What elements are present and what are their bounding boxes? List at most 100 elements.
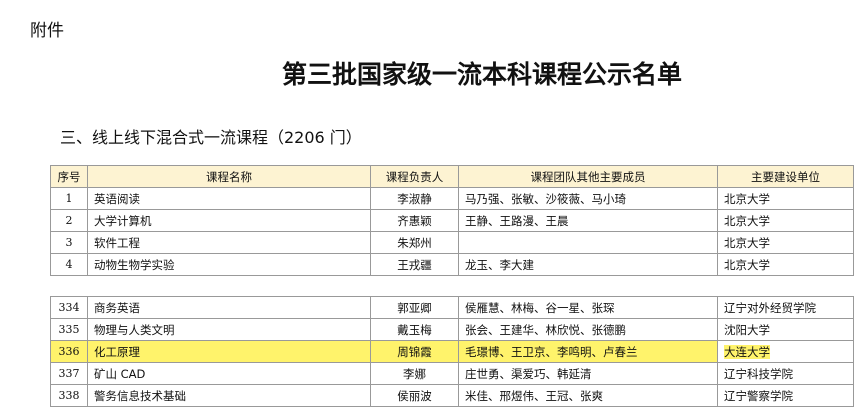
cell-no: 334 [50,296,88,319]
cell-text: 软件工程 [94,235,140,250]
cell-text: 庄世勇、渠爱巧、韩延清 [465,366,592,381]
cell-text: 北京大学 [724,235,770,250]
cell-text: 338 [58,389,80,402]
cell-text: 英语阅读 [94,191,140,206]
section-heading: 三、线上线下混合式一流课程（2206 门） [60,128,362,147]
header-lead: 课程负责人 [370,165,459,188]
cell-text: 沈阳大学 [724,322,770,337]
table-row: 3 软件工程 朱郑州 北京大学 [50,231,854,254]
cell-members [458,231,718,254]
cell-course: 物理与人类文明 [87,318,371,341]
cell-text: 2 [65,214,73,227]
table-row: 2 大学计算机 齐惠颖 王静、王路漫、王晨 北京大学 [50,209,854,232]
cell-text: 张会、王建华、林欣悦、张德鹏 [465,322,626,337]
cell-lead: 李淑静 [370,187,459,210]
table-row: 4 动物生物学实验 王戎疆 龙玉、李大建 北京大学 [50,253,854,276]
cell-text: 侯丽波 [397,388,432,403]
cell-unit: 大连大学 [717,340,854,363]
cell-text: 335 [58,323,80,336]
course-table-bottom: 334 商务英语 郭亚卿 侯雁慧、林梅、谷一星、张琛 辽宁对外经贸学院 335 物理与人类文… [50,296,854,407]
cell-lead: 周锦霞 [370,340,459,363]
cell-unit: 辽宁警察学院 [717,384,854,407]
cell-text: 李淑静 [397,191,432,206]
cell-no: 2 [50,209,88,232]
table-row: 336 化工原理 周锦霞 毛璟博、王卫京、李鸣明、卢春兰 大连大学 [50,340,854,363]
cell-lead: 李娜 [370,362,459,385]
cell-text: 北京大学 [724,257,770,272]
cell-unit: 北京大学 [717,187,854,210]
cell-text: 辽宁警察学院 [724,388,793,403]
cell-text: 物理与人类文明 [94,322,175,337]
course-table-top: 序号 课程名称 课程负责人 课程团队其他主要成员 主要建设单位 1 英语阅读 李淑静… [50,165,854,276]
table-header: 序号 课程名称 课程负责人 课程团队其他主要成员 主要建设单位 [50,165,854,188]
cell-text: 齐惠颖 [397,213,432,228]
cell-members: 马乃强、张敏、沙筱薇、马小琦 [458,187,718,210]
cell-text: 李娜 [403,366,426,381]
cell-text: 米佳、邢煜伟、王冠、张爽 [465,388,603,403]
cell-text: 龙玉、李大建 [465,257,534,272]
cell-members: 龙玉、李大建 [458,253,718,276]
header-no: 序号 [50,165,88,188]
cell-lead: 朱郑州 [370,231,459,254]
cell-members: 王静、王路漫、王晨 [458,209,718,232]
cell-course: 动物生物学实验 [87,253,371,276]
cell-no: 1 [50,187,88,210]
cell-members: 毛璟博、王卫京、李鸣明、卢春兰 [458,340,718,363]
cell-text: 辽宁科技学院 [724,366,793,381]
cell-text: 毛璟博、王卫京、李鸣明、卢春兰 [465,344,638,359]
header-unit: 主要建设单位 [717,165,854,188]
cell-lead: 王戎疆 [370,253,459,276]
cell-members: 侯雁慧、林梅、谷一星、张琛 [458,296,718,319]
cell-text: 马乃强、张敏、沙筱薇、马小琦 [465,191,626,206]
cell-no: 335 [50,318,88,341]
cell-unit: 辽宁科技学院 [717,362,854,385]
table-row: 335 物理与人类文明 戴玉梅 张会、王建华、林欣悦、张德鹏 沈阳大学 [50,318,854,341]
cell-unit: 辽宁对外经贸学院 [717,296,854,319]
cell-text: 1 [65,192,73,205]
cell-course: 商务英语 [87,296,371,319]
cell-unit: 北京大学 [717,231,854,254]
cell-text: 4 [65,258,73,271]
cell-course: 化工原理 [87,340,371,363]
cell-text: 矿山 CAD [94,366,146,381]
cell-course: 矿山 CAD [87,362,371,385]
cell-text: 戴玉梅 [397,322,432,337]
cell-text: 北京大学 [724,213,770,228]
cell-text: 化工原理 [94,344,140,359]
cell-text: 王静、王路漫、王晨 [465,213,569,228]
cell-text: 周锦霞 [397,344,432,359]
cell-unit: 北京大学 [717,209,854,232]
cell-text: 334 [58,301,80,314]
cell-no: 338 [50,384,88,407]
cell-no: 3 [50,231,88,254]
header-members: 课程团队其他主要成员 [458,165,718,188]
cell-text: 辽宁对外经贸学院 [724,300,816,315]
cell-text: 大学计算机 [94,213,152,228]
cell-text: 郭亚卿 [397,300,432,315]
attachment-label: 附件 [30,21,64,41]
cell-text: 警务信息技术基础 [94,388,186,403]
table-row: 337 矿山 CAD 李娜 庄世勇、渠爱巧、韩延清 辽宁科技学院 [50,362,854,385]
cell-unit: 沈阳大学 [717,318,854,341]
table-row: 1 英语阅读 李淑静 马乃强、张敏、沙筱薇、马小琦 北京大学 [50,187,854,210]
cell-course: 英语阅读 [87,187,371,210]
cell-course: 大学计算机 [87,209,371,232]
table-row: 334 商务英语 郭亚卿 侯雁慧、林梅、谷一星、张琛 辽宁对外经贸学院 [50,296,854,319]
cell-lead: 郭亚卿 [370,296,459,319]
cell-text: 王戎疆 [397,257,432,272]
header-course: 课程名称 [87,165,371,188]
cell-course: 软件工程 [87,231,371,254]
cell-text: 朱郑州 [397,235,432,250]
cell-text: 337 [58,367,80,380]
cell-no: 4 [50,253,88,276]
cell-members: 张会、王建华、林欣悦、张德鹏 [458,318,718,341]
cell-lead: 戴玉梅 [370,318,459,341]
cell-lead: 侯丽波 [370,384,459,407]
cell-no: 337 [50,362,88,385]
cell-text: 336 [58,345,80,358]
cell-lead: 齐惠颖 [370,209,459,232]
cell-text: 大连大学 [724,344,770,359]
page-title: 第三批国家级一流本科课程公示名单 [281,60,682,89]
cell-no: 336 [50,340,88,363]
cell-text: 北京大学 [724,191,770,206]
